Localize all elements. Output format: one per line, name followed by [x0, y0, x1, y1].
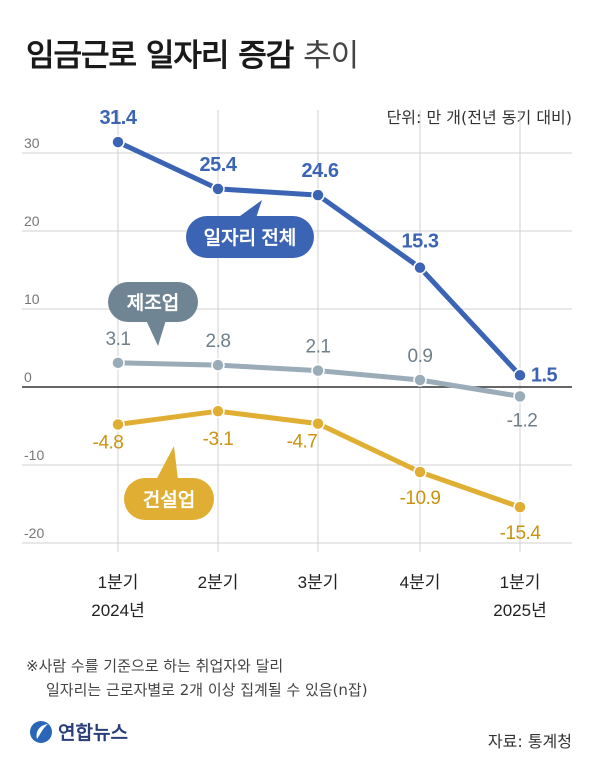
unit-label: 단위: 만 개(전년 동기 대비): [386, 108, 572, 127]
data-point: [111, 417, 125, 432]
data-point: [513, 389, 527, 404]
series-callout: [108, 282, 198, 322]
data-point: [413, 465, 427, 479]
data-label: -4.7: [287, 432, 318, 453]
x-tick-label: 1분기: [500, 573, 541, 592]
x-tick-label: 3분기: [298, 573, 339, 592]
series-name-label: 일자리 전체: [204, 227, 297, 249]
series-callout-tail: [146, 320, 166, 346]
footnote-line-1: ※사람 수를 기준으로 하는 취업자와 달리: [26, 657, 284, 675]
data-point: [211, 182, 225, 196]
source-label: 자료: 통계청: [487, 732, 572, 751]
footnote: ※사람 수를 기준으로 하는 취업자와 달리 일자리는 근로자별로 2개 이상 …: [26, 654, 368, 702]
data-point: [211, 358, 225, 372]
yonhap-logo-text: 연합뉴스: [58, 722, 128, 744]
title-sub: 추이: [303, 38, 359, 74]
data-label: 31.4: [100, 107, 138, 129]
x-tick-sublabel: 2024년: [91, 601, 144, 620]
x-tick-sublabel: 2025년: [493, 601, 546, 620]
footnote-line-2: 일자리는 근로자별로 2개 이상 집계될 수 있음(n잡): [46, 681, 368, 699]
yonhap-logo-icon: [30, 720, 52, 743]
data-label: 3.1: [106, 329, 131, 350]
title-main: 임금근로 일자리 증감: [26, 38, 294, 74]
series-name-label: 건설업: [143, 489, 195, 511]
data-point: [413, 260, 427, 275]
data-label: 0.9: [408, 346, 433, 367]
x-tick-label: 4분기: [400, 573, 441, 592]
series-callout: [124, 478, 214, 520]
x-tick-label: 2분기: [198, 573, 239, 592]
y-tick-label: 20: [24, 213, 40, 229]
data-label: 1.5: [531, 364, 558, 386]
y-tick-label: -20: [24, 525, 44, 541]
data-label: -1.2: [507, 410, 538, 431]
y-tick-label: -10: [24, 447, 44, 463]
y-tick-label: 30: [24, 135, 40, 151]
data-point: [311, 188, 325, 202]
data-label: 24.6: [302, 160, 339, 182]
data-label: 2.1: [306, 337, 331, 358]
y-tick-label: 0: [24, 369, 32, 385]
y-tick-label: 10: [24, 291, 40, 307]
data-label: -3.1: [203, 429, 234, 450]
data-label: -4.8: [93, 432, 124, 453]
data-label: 2.8: [206, 331, 231, 352]
data-point: [111, 135, 125, 149]
data-point: [211, 404, 225, 418]
data-point: [311, 363, 325, 378]
x-tick-label: 1분기: [98, 573, 139, 592]
data-label: -15.4: [500, 523, 542, 544]
data-point: [513, 500, 527, 514]
series-name-label: 제조업: [127, 292, 179, 314]
data-point: [111, 356, 125, 370]
chart-title: 임금근로 일자리 증감 추이: [26, 30, 359, 75]
data-label: 15.3: [402, 231, 439, 253]
data-point: [413, 373, 427, 387]
data-point: [311, 416, 325, 431]
series-callout: [186, 216, 314, 258]
series-callout-tail: [156, 446, 178, 480]
data-label: 25.4: [200, 154, 238, 176]
yonhap-logo: 연합뉴스: [28, 718, 128, 745]
series-callout-tail: [240, 200, 262, 218]
data-label: -10.9: [400, 488, 441, 509]
data-point: [513, 368, 527, 383]
